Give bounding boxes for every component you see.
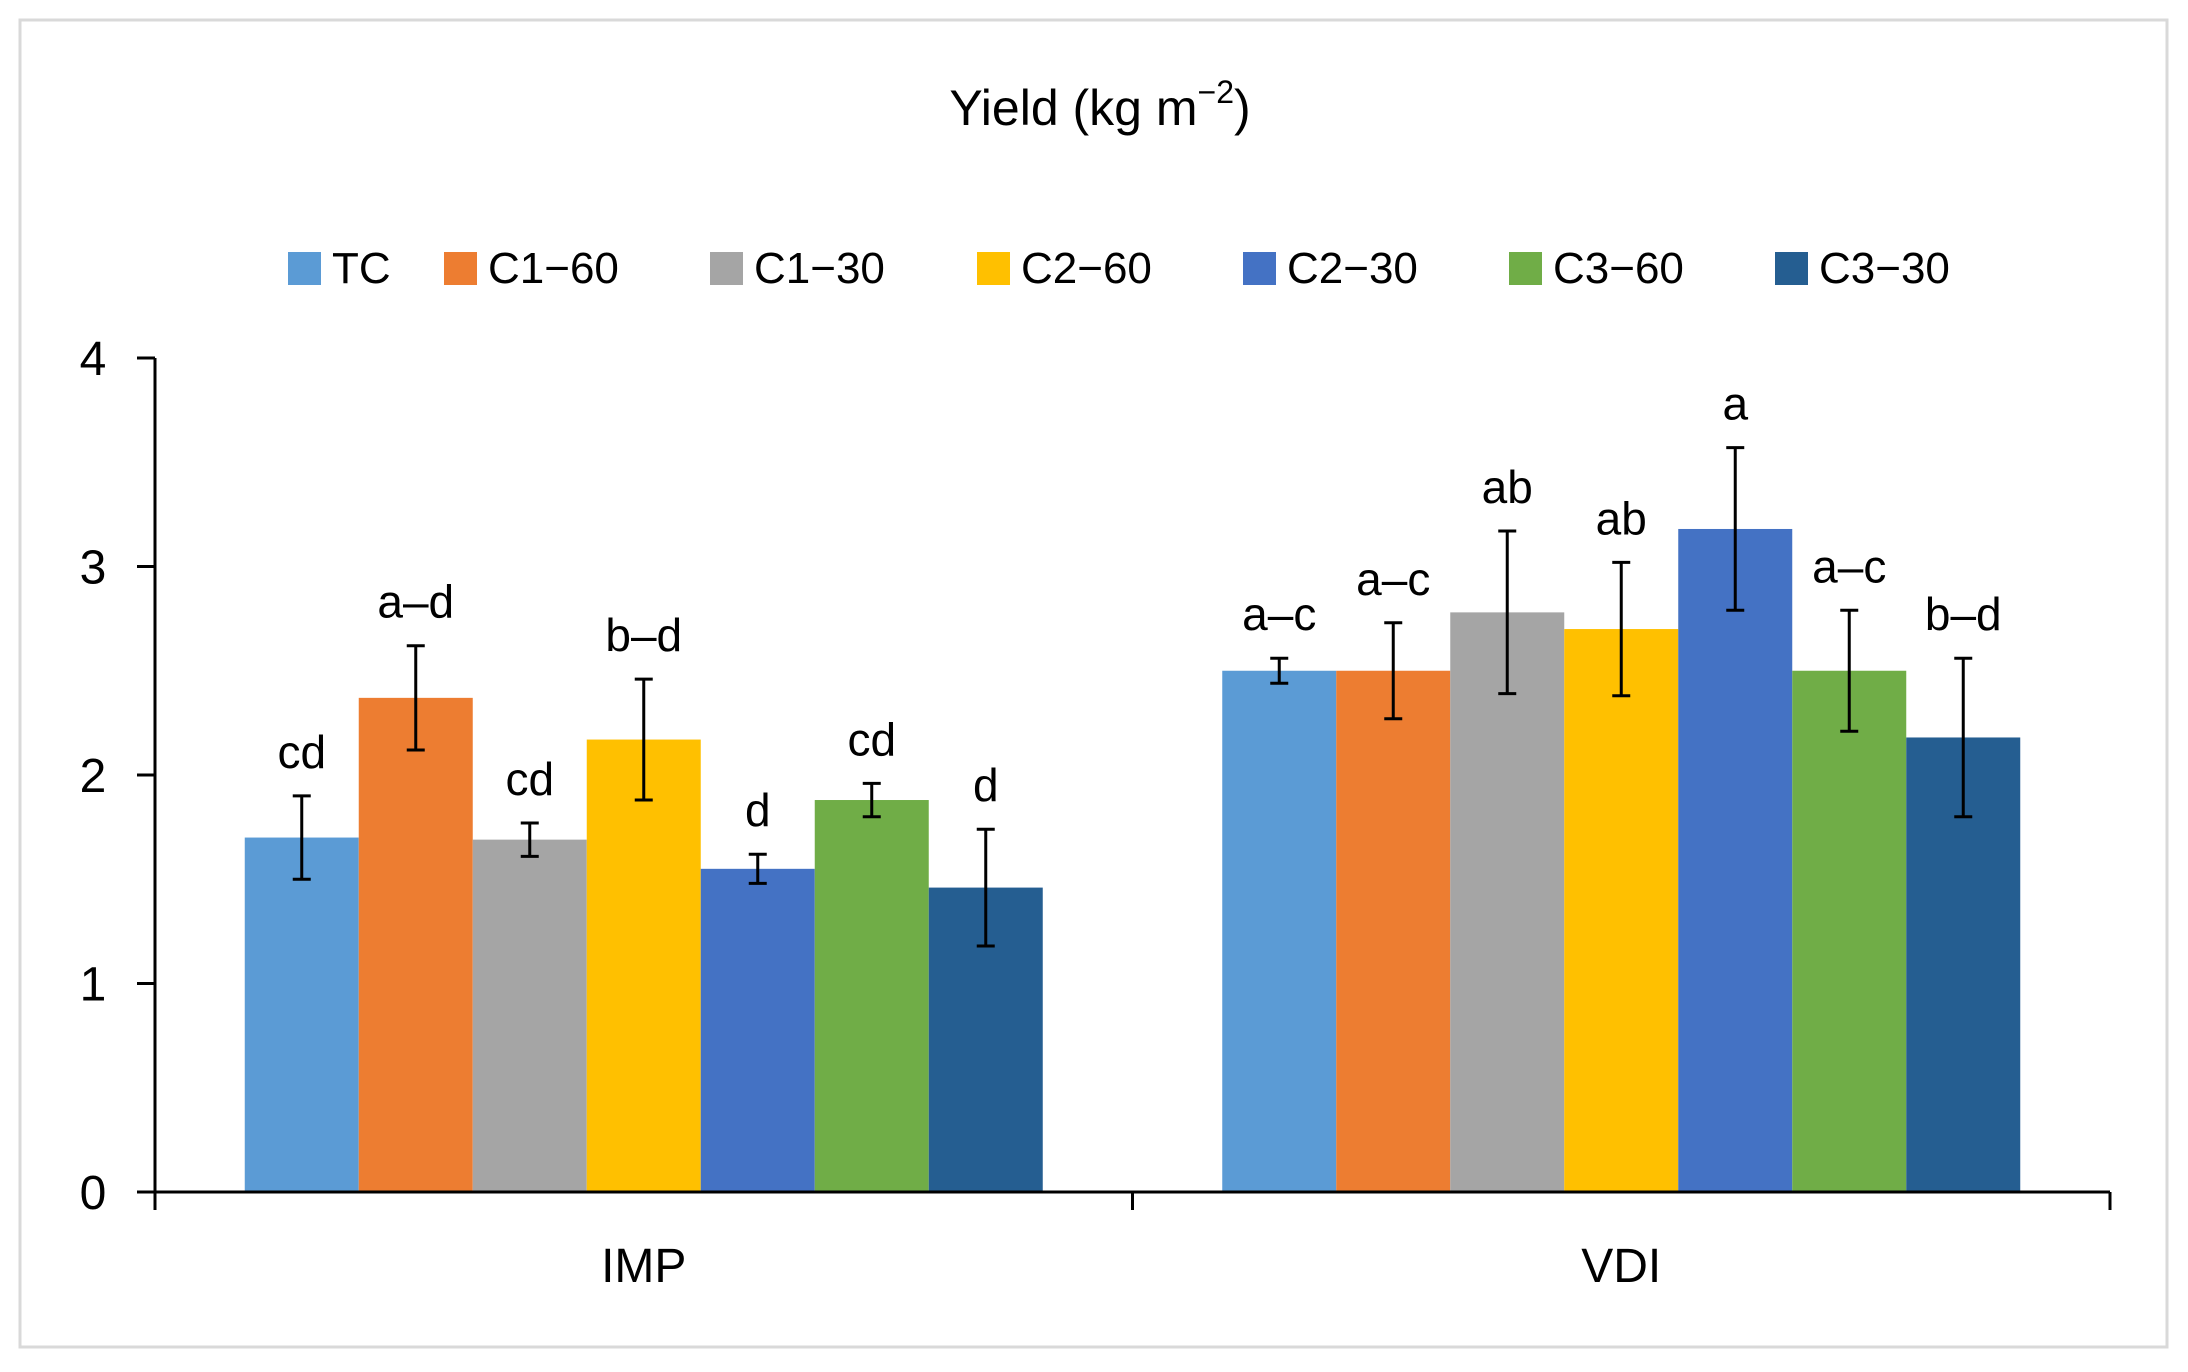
bar [1336,670,1451,1192]
legend-label: C2−30 [1287,244,1418,293]
x-axis: IMP VDI [153,1190,2112,1293]
significance-label: d [973,759,999,811]
legend-label: C3−30 [1819,244,1950,293]
significance-label: a–c [1812,540,1886,592]
legend-label: C2−60 [1021,244,1152,293]
legend-swatch [710,252,743,285]
x-tick-label: IMP [601,1240,686,1293]
significance-label: cd [847,713,896,765]
y-tick-label: 2 [80,750,107,803]
legend-swatch [288,252,321,285]
significance-label: a–c [1242,588,1316,640]
significance-label: cd [277,726,326,778]
significance-label: b–d [1925,588,2002,640]
bar [1450,612,1565,1192]
chart-title-close: ) [1234,80,1251,136]
significance-label: ab [1482,461,1533,513]
bar [1792,670,1907,1192]
y-axis: 0 1 2 3 4 [80,333,157,1220]
chart-title-superscript: −2 [1198,74,1234,110]
significance-label: cd [505,753,554,805]
y-tick-label: 3 [80,542,107,595]
bar [1678,528,1793,1192]
y-tick-label: 1 [80,959,107,1012]
legend-label: C3−60 [1553,244,1684,293]
legend-label: C1−30 [754,244,885,293]
legend-swatch [1509,252,1542,285]
legend-label: TC [332,244,391,293]
bar [244,837,359,1192]
significance-label: a [1722,378,1748,430]
bar [586,739,701,1192]
chart-title: Yield (kg m−2) [949,74,1250,136]
bar [358,697,473,1192]
significance-label: a–d [377,576,454,628]
legend-swatch [1243,252,1276,285]
bar [1564,629,1679,1192]
bars: cd a–d cd b–d d cd d a–c a–c ab ab a a–c b–d [244,378,2021,1192]
significance-label: d [745,784,771,836]
significance-label: ab [1596,492,1647,544]
significance-label: a–c [1356,553,1430,605]
y-tick-label: 0 [80,1167,107,1220]
legend: TC C1−60 C1−30 C2−60 C2−30 C3−60 C3−30 [288,244,1950,293]
bar [814,800,929,1192]
x-tick-label: VDI [1581,1240,1661,1293]
bar [472,839,587,1192]
y-tick-label: 4 [80,333,107,386]
bar [1222,670,1337,1192]
significance-label: b–d [605,609,682,661]
bar [700,868,815,1192]
legend-swatch [1775,252,1808,285]
legend-swatch [444,252,477,285]
legend-label: C1−60 [488,244,619,293]
legend-swatch [977,252,1010,285]
chart-title-main: Yield (kg m [949,80,1197,136]
